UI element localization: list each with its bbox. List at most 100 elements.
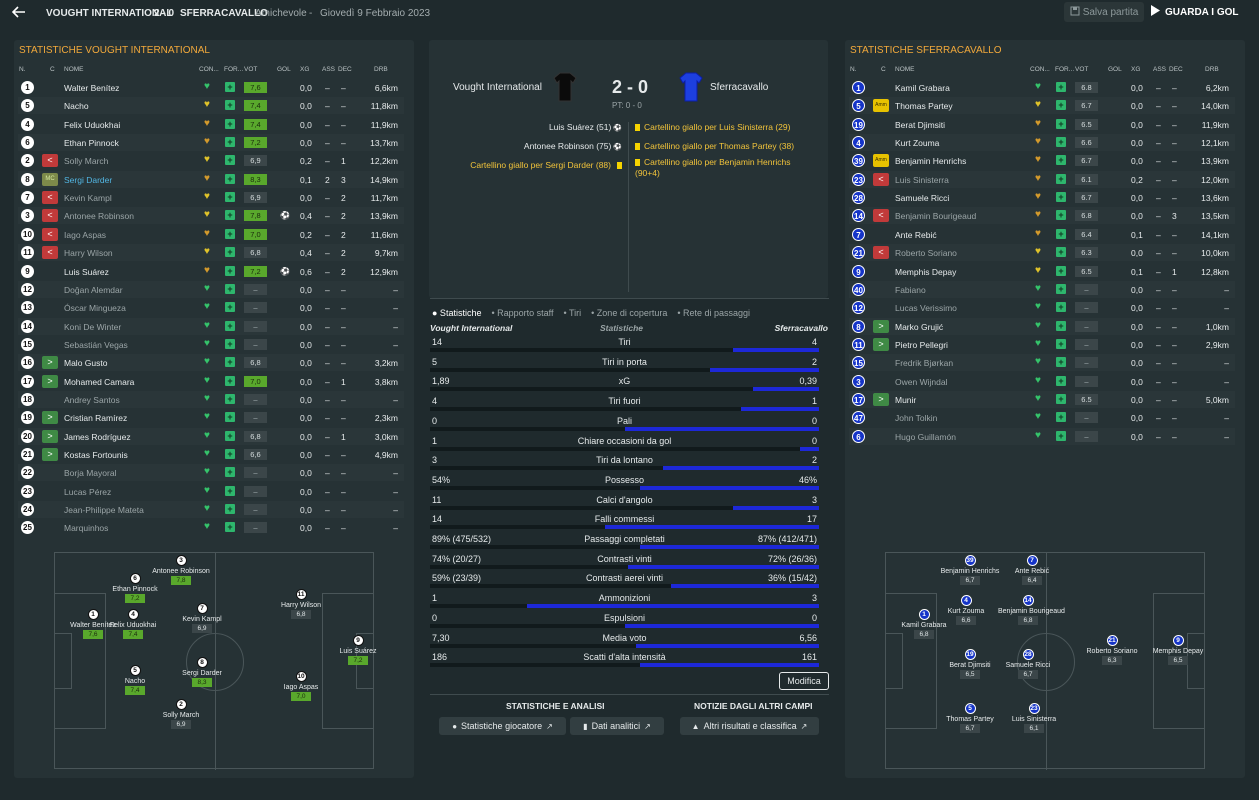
- player-name[interactable]: James Rodríguez: [64, 431, 131, 442]
- player-row[interactable]: 25 Marquinhos ♥ + –0,0– – –: [18, 519, 404, 536]
- competition[interactable]: Amichevole: [255, 8, 307, 19]
- column-header[interactable]: DEC: [1169, 66, 1183, 73]
- player-name[interactable]: Luis Suárez: [64, 266, 109, 277]
- column-header[interactable]: NOME: [895, 66, 915, 73]
- player-row[interactable]: 17 > Mohamed Camara ♥ +7,0 0,0 –1 3,8km: [18, 373, 404, 390]
- player-row[interactable]: 17 > Munir ♥ +6.5 0,0 – – 5,0km: [849, 390, 1235, 408]
- player-name[interactable]: Sergi Darder: [64, 174, 113, 185]
- player-row[interactable]: 20 > James Rodríguez ♥ +6,8 0,0 –1 3,0km: [18, 427, 404, 445]
- player-stats-button[interactable]: ● Statistiche giocatore ↗: [439, 717, 566, 735]
- back-arrow-icon[interactable]: [11, 5, 28, 21]
- column-header[interactable]: N.: [19, 66, 26, 73]
- column-header[interactable]: GOL: [1108, 66, 1122, 73]
- player-name[interactable]: Ante Rebić: [895, 229, 937, 240]
- player-name[interactable]: Cristian Ramírez: [64, 413, 128, 424]
- player-name[interactable]: Óscar Mingueza: [64, 303, 126, 314]
- player-name[interactable]: Owen Wijndal: [895, 376, 948, 387]
- player-name[interactable]: Luis Sinisterra: [895, 174, 949, 185]
- player-row[interactable]: 14 Koni De Winter ♥ + –0,0– – –: [18, 317, 404, 335]
- player-row[interactable]: 8 > Marko Grujić ♥ + –0,0– –1,0km: [849, 317, 1235, 335]
- player-name[interactable]: Ethan Pinnock: [64, 138, 119, 149]
- player-name[interactable]: Roberto Soriano: [895, 248, 957, 259]
- column-header[interactable]: DEC: [338, 66, 352, 73]
- summary-home-team[interactable]: Vought International: [453, 82, 542, 93]
- analytics-button[interactable]: ▮ Dati analitici ↗: [570, 717, 664, 735]
- player-row[interactable]: 19 Berat Djimsiti ♥ +6.5 0,0 – – 11,9km: [849, 116, 1235, 133]
- player-row[interactable]: 47 John Tolkin ♥ + –0,0– – –: [849, 409, 1235, 426]
- player-marker[interactable]: 2 Solly March 6,9: [151, 699, 211, 729]
- stats-tab[interactable]: • Tiri: [563, 308, 582, 318]
- stats-tab[interactable]: • Zone di copertura: [591, 308, 668, 318]
- player-marker[interactable]: 28 Samuele Ricci 6,7: [998, 649, 1058, 679]
- player-row[interactable]: 28 Samuele Ricci ♥ +6.7 0,0 – – 13,6km: [849, 189, 1235, 206]
- stats-tab[interactable]: • Rete di passaggi: [677, 308, 751, 318]
- player-row[interactable]: 12 Lucas Verissimo ♥ + –0,0– – –: [849, 299, 1235, 316]
- stats-tab[interactable]: ● Statistiche: [432, 308, 482, 318]
- player-name[interactable]: Kostas Fortounis: [64, 450, 128, 460]
- player-marker[interactable]: 5 Thomas Partey 6,7: [940, 703, 1000, 733]
- player-name[interactable]: Jean-Philippe Mateta: [64, 505, 144, 516]
- player-name[interactable]: Antonee Robinson: [64, 211, 134, 222]
- column-header[interactable]: CON...: [199, 66, 219, 73]
- player-row[interactable]: 15 Fredrik Bjørkan ♥ + –0,0– – –: [849, 354, 1235, 372]
- player-row[interactable]: 11 > Pietro Pellegri ♥ + –0,0– –2,9km: [849, 336, 1235, 353]
- player-name[interactable]: Walter Benítez: [64, 83, 120, 93]
- save-match-button[interactable]: Salva partita: [1064, 2, 1144, 22]
- player-name[interactable]: Benjamin Henrichs: [895, 156, 967, 167]
- player-name[interactable]: Harry Wilson: [64, 248, 113, 259]
- player-name[interactable]: Felix Uduokhai: [64, 119, 121, 130]
- player-row[interactable]: 5 Amm Thomas Partey ♥ +6.7 0,0 – – 14,0km: [849, 97, 1235, 115]
- player-row[interactable]: 3 Owen Wijndal ♥ + –0,0– – –: [849, 373, 1235, 390]
- player-name[interactable]: Pietro Pellegri: [895, 339, 948, 350]
- player-name[interactable]: Samuele Ricci: [895, 193, 950, 204]
- player-row[interactable]: 6 Hugo Guillamón ♥ + –0,0– – –: [849, 427, 1235, 445]
- player-row[interactable]: 15 Sebastián Vegas ♥ + –0,0– – –: [18, 336, 404, 353]
- player-row[interactable]: 24 Jean-Philippe Mateta ♥ + –0,0– – –: [18, 501, 404, 519]
- player-name[interactable]: Marko Grujić: [895, 321, 944, 332]
- player-marker[interactable]: 10 Iago Aspas 7,0: [271, 671, 331, 701]
- player-row[interactable]: 9 Memphis Depay ♥ +6.5 0,1 –1 12,8km: [849, 263, 1235, 280]
- column-header[interactable]: GOL: [277, 66, 291, 73]
- column-header[interactable]: C: [50, 66, 55, 73]
- player-name[interactable]: Andrey Santos: [64, 394, 120, 405]
- player-row[interactable]: 4 Felix Uduokhai ♥ +7,4 0,0 – – 11,9km: [18, 116, 404, 133]
- player-name[interactable]: Memphis Depay: [895, 266, 957, 277]
- column-header[interactable]: NOME: [64, 66, 84, 73]
- player-row[interactable]: 13 Óscar Mingueza ♥ + –0,0– – –: [18, 299, 404, 316]
- player-marker[interactable]: 23 Luis Sinisterra 6,1: [1004, 703, 1064, 733]
- player-name[interactable]: Benjamin Bourigeaud: [895, 211, 977, 222]
- player-marker[interactable]: 9 Luis Suárez 7,2: [328, 635, 388, 665]
- player-row[interactable]: 6 Ethan Pinnock ♥ +7,2 0,0 – – 13,7km: [18, 134, 404, 152]
- player-marker[interactable]: 19 Berat Djimsiti 6,5: [940, 649, 1000, 679]
- player-marker[interactable]: 1 Kamil Grabara 6,8: [894, 609, 954, 639]
- player-name[interactable]: Berat Djimsiti: [895, 119, 946, 130]
- player-marker[interactable]: 7 Kevin Kampl 6,9: [172, 603, 232, 633]
- column-header[interactable]: N.: [850, 66, 857, 73]
- player-name[interactable]: Lucas Verissimo: [895, 303, 957, 314]
- column-header[interactable]: C: [881, 66, 886, 73]
- player-row[interactable]: 14 < Benjamin Bourigeaud ♥ +6.8 0,0 –3 13,5km: [849, 207, 1235, 225]
- player-name[interactable]: Fabiano: [895, 284, 926, 295]
- player-row[interactable]: 9 Luis Suárez ♥ +7,2 ⚽ 0,6 –2 12,9km: [18, 263, 404, 280]
- edit-stats-button[interactable]: Modifica: [779, 672, 829, 690]
- player-name[interactable]: Fredrik Bjørkan: [895, 358, 954, 369]
- player-name[interactable]: Malo Gusto: [64, 358, 108, 369]
- player-marker[interactable]: 6 Ethan Pinnock 7,2: [105, 573, 165, 603]
- column-header[interactable]: FOR...: [224, 66, 244, 73]
- stats-tab[interactable]: • Rapporto staff: [491, 308, 554, 318]
- player-row[interactable]: 7 < Kevin Kampl ♥ +6,9 0,0 –2 11,7km: [18, 189, 404, 206]
- player-name[interactable]: Solly March: [64, 156, 109, 167]
- home-team-name[interactable]: VOUGHT INTERNATIONAL: [46, 8, 173, 19]
- player-row[interactable]: 23 < Luis Sinisterra ♥ +6.1 0,2 – – 12,0km: [849, 170, 1235, 188]
- player-row[interactable]: 23 Lucas Pérez ♥ + –0,0– – –: [18, 483, 404, 500]
- player-row[interactable]: 11 < Harry Wilson ♥ +6,8 0,4 –2 9,7km: [18, 244, 404, 262]
- player-name[interactable]: Doğan Alemdar: [64, 284, 123, 295]
- player-row[interactable]: 7 Ante Rebić ♥ +6.4 0,1 – – 14,1km: [849, 226, 1235, 243]
- player-row[interactable]: 22 Borja Mayoral ♥ + –0,0– – –: [18, 464, 404, 482]
- player-name[interactable]: Kevin Kampl: [64, 193, 112, 204]
- player-marker[interactable]: 3 Antonee Robinson 7,8: [151, 555, 211, 585]
- away-team-name[interactable]: SFERRACAVALLO: [180, 8, 268, 19]
- player-marker[interactable]: 39 Benjamin Henrichs 6,7: [940, 555, 1000, 585]
- player-name[interactable]: Hugo Guillamón: [895, 431, 956, 442]
- player-name[interactable]: Marquinhos: [64, 523, 109, 534]
